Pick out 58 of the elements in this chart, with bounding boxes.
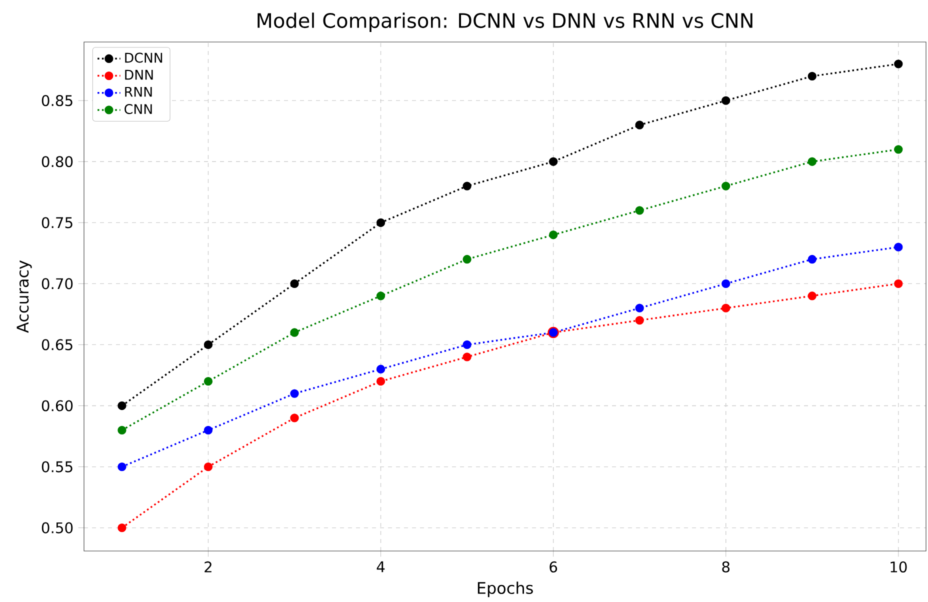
y-tick-label: 0.70 xyxy=(42,278,73,290)
y-tick-label: 0.80 xyxy=(42,156,73,168)
y-tick-label: 0.55 xyxy=(42,461,72,473)
legend-label: RNN xyxy=(125,87,152,97)
x-tick-label: 4 xyxy=(376,562,385,572)
point xyxy=(118,524,126,532)
x-tick-label: 6 xyxy=(550,562,558,573)
point xyxy=(462,182,472,191)
point xyxy=(722,96,730,106)
point xyxy=(204,340,213,350)
point xyxy=(118,402,126,410)
point xyxy=(722,182,730,191)
point xyxy=(808,72,816,81)
point xyxy=(376,377,386,386)
point xyxy=(635,304,644,313)
y-tick-label: 0.75 xyxy=(42,217,72,228)
point xyxy=(290,280,299,288)
point xyxy=(290,328,299,338)
x-tick-label: 8 xyxy=(722,562,730,573)
point xyxy=(808,157,816,166)
point xyxy=(894,280,903,288)
point xyxy=(808,255,816,264)
point xyxy=(376,292,386,300)
y-tick-label: 0.60 xyxy=(42,400,73,412)
point xyxy=(118,426,126,435)
point xyxy=(722,280,730,288)
point xyxy=(462,255,472,264)
point xyxy=(722,304,730,313)
point xyxy=(204,426,213,435)
legend-label: CNN xyxy=(124,104,152,114)
point xyxy=(118,462,126,472)
point xyxy=(204,377,213,386)
y-tick-label: 0.50 xyxy=(42,522,73,534)
point xyxy=(290,389,299,398)
x-axis-title: Epochs xyxy=(478,582,533,598)
y-tick-label: 0.85 xyxy=(42,95,72,106)
point xyxy=(548,157,558,166)
point xyxy=(462,340,472,350)
point xyxy=(548,230,558,240)
point xyxy=(376,364,386,374)
point xyxy=(894,60,903,69)
point xyxy=(290,414,299,422)
point xyxy=(894,145,903,154)
point xyxy=(894,242,903,252)
y-tick-label: 0.65 xyxy=(42,339,72,350)
chart-title: Model Comparison: DCNN vs DNN vs RNN vs CNN xyxy=(258,12,752,32)
point xyxy=(635,316,644,325)
point xyxy=(462,352,472,362)
point xyxy=(376,218,386,228)
legend-label: DNN xyxy=(125,70,153,80)
point xyxy=(635,120,644,130)
point xyxy=(635,206,644,215)
x-tick-label: 10 xyxy=(890,562,907,573)
point xyxy=(204,462,213,472)
legend-label: DCNN xyxy=(125,52,162,63)
point xyxy=(808,292,816,300)
y-axis-title: Accuracy xyxy=(16,260,32,334)
x-tick-label: 2 xyxy=(204,562,212,572)
